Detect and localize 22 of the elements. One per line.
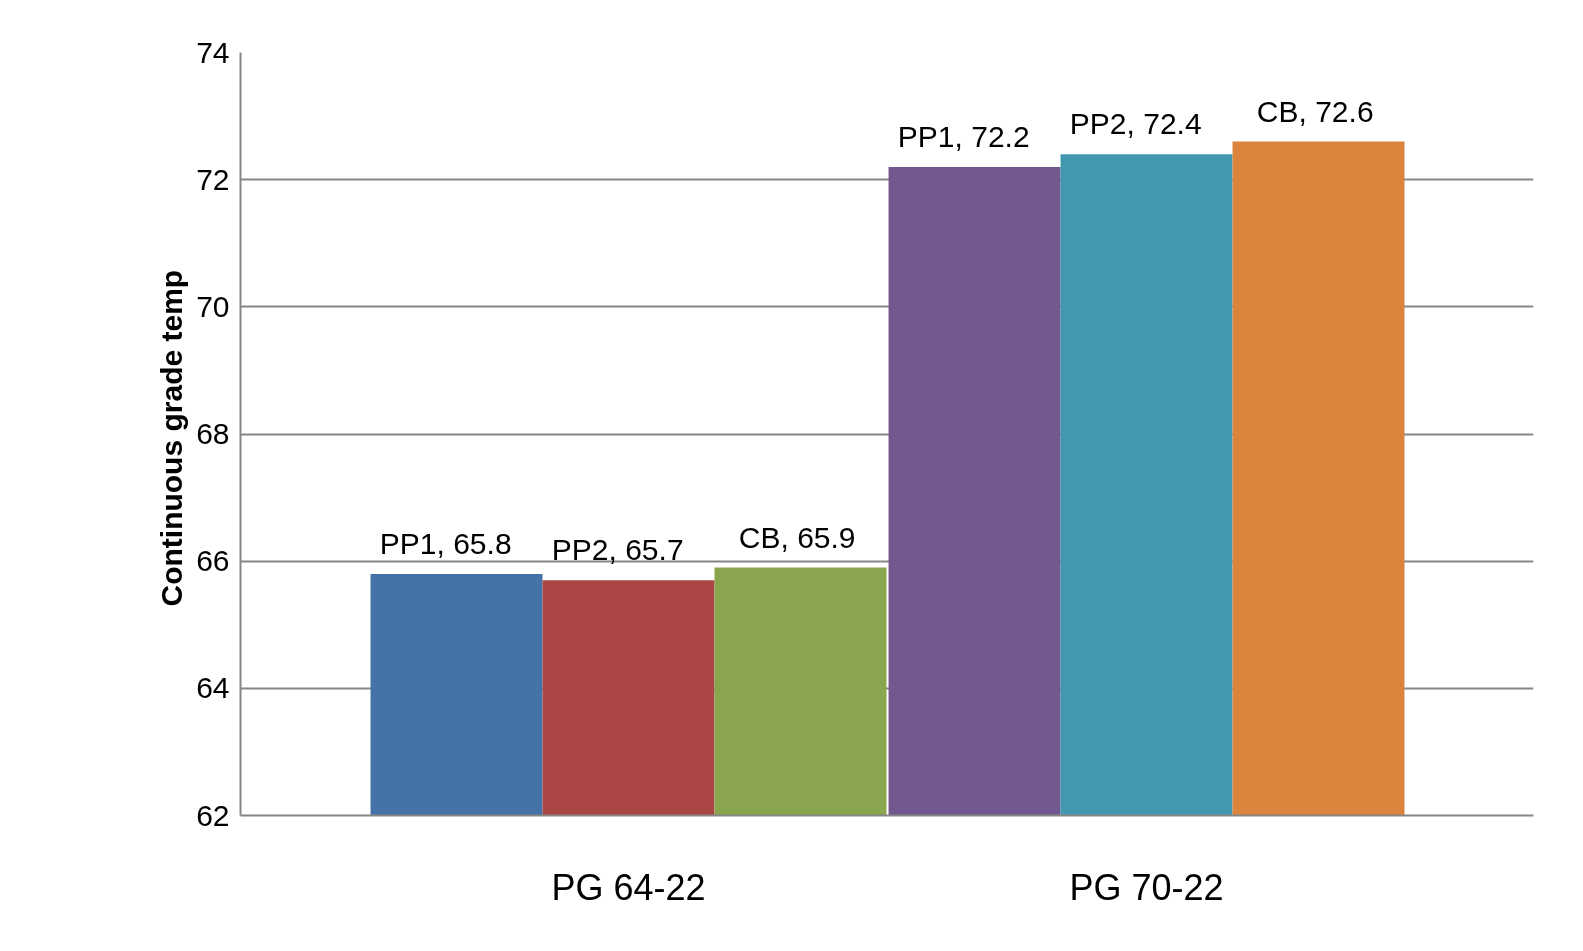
- series-label: PP1: [379, 526, 437, 560]
- series-label: PP2: [551, 533, 609, 567]
- text: CB: [1256, 94, 1299, 128]
- x-tick-label: PG 64-22: [551, 866, 706, 908]
- data-label: , 65.9: [780, 520, 856, 554]
- y-tick-label: 70: [196, 289, 230, 323]
- data-label: , 72.6: [1298, 94, 1374, 128]
- x-tick-label: PG 70-22: [1069, 866, 1224, 908]
- data-label: , 72.2: [954, 119, 1030, 153]
- series-label: CB: [738, 520, 781, 554]
- text: PP2: [1069, 107, 1127, 141]
- data-label: , 65.7: [608, 533, 684, 567]
- y-tick-label: 64: [196, 671, 230, 705]
- data-label: , 72.4: [1126, 107, 1202, 141]
- y-tick-label: 74: [196, 35, 230, 69]
- text: PP1: [897, 119, 955, 153]
- y-axis-title: Continuous grade temp: [155, 269, 189, 607]
- y-tick-label: 62: [196, 798, 230, 832]
- y-tick-label: 66: [196, 544, 230, 578]
- y-tick-label: 68: [196, 417, 230, 450]
- y-tick-label: 72: [196, 162, 230, 196]
- data-label: , 65.8: [436, 526, 512, 560]
